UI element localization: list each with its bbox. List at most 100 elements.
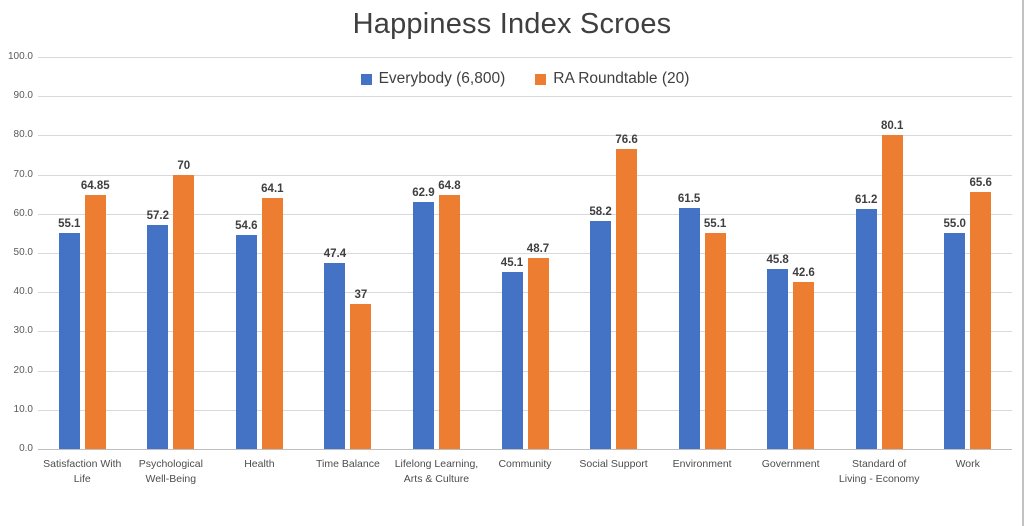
y-tick-label: 90.0	[13, 90, 33, 102]
x-category-label: Community	[498, 458, 552, 470]
category-group: 58.2 76.6	[569, 57, 658, 449]
bar-value-label: 54.6	[235, 219, 258, 232]
gridline	[38, 370, 1012, 372]
y-tick-label: 40.0	[13, 286, 33, 298]
category-group: 62.9 64.8	[392, 57, 481, 449]
bar-series-1: 47.4	[324, 248, 346, 449]
bar-series-1: 62.9	[412, 187, 435, 449]
x-category-label: Time Balance	[316, 458, 380, 470]
bar-value-label: 55.1	[58, 218, 81, 231]
bar-series-2: 64.8	[438, 180, 461, 449]
y-tick-label: 0.0	[19, 443, 33, 454]
gridline	[38, 292, 1012, 294]
bar-series-2: 64.85	[81, 180, 110, 449]
bar-series-2: 64.1	[261, 183, 284, 449]
screenshot-right-edge	[1022, 0, 1024, 526]
bar-series-2: 65.6	[970, 177, 992, 449]
gridline	[38, 253, 1012, 254]
x-category-label: Social Support	[579, 458, 648, 470]
bar-value-label: 70	[177, 159, 191, 172]
x-category-label: Environment	[672, 458, 732, 470]
bar-value-label: 65.6	[969, 176, 992, 189]
y-tick-label: 70.0	[13, 168, 33, 180]
bar-value-label: 55.1	[703, 218, 727, 231]
bar-series-1: 58.2	[589, 206, 612, 449]
legend-label: RA Roundtable (20)	[553, 70, 690, 87]
bar-series-1: 45.1	[501, 257, 523, 449]
bar-series-2: 55.1	[704, 218, 726, 449]
bar-series-1: 57.2	[147, 210, 169, 449]
category-group: 47.4 37	[304, 57, 393, 449]
bar-value-label: 48.7	[526, 243, 550, 256]
y-tick-label: 100.0	[7, 51, 33, 62]
bar-value-label: 61.5	[677, 192, 701, 205]
chart-title: Happiness Index Scroes	[352, 8, 672, 40]
x-category-label: Health	[244, 458, 275, 470]
bar-series-1: 45.8	[766, 254, 789, 449]
category-group: 55.0 65.6	[923, 57, 1012, 449]
bar-series-2: 48.7	[527, 243, 549, 449]
legend-swatch	[360, 73, 372, 85]
x-axis-labels: Satisfaction With Life Psychological Well…	[38, 457, 1012, 487]
legend: Everybody (6,800) RA Roundtable (20)	[38, 70, 1012, 88]
bar-value-label: 42.6	[792, 267, 815, 280]
category-group: 57.2 70	[127, 57, 216, 449]
legend-label: Everybody (6,800)	[378, 70, 506, 87]
bar-value-label: 47.4	[323, 248, 347, 261]
legend-item: Everybody (6,800)	[360, 70, 506, 88]
category-group: 61.5 55.1	[658, 57, 747, 449]
category-group: 45.8 42.6	[746, 57, 835, 449]
gridline	[38, 174, 1012, 176]
legend-swatch	[535, 73, 547, 85]
x-category-label: Satisfaction With Life	[43, 458, 122, 485]
y-tick-label: 50.0	[13, 247, 33, 258]
category-group: 55.1 64.85	[38, 57, 127, 449]
bar-series-1: 54.6	[235, 220, 258, 449]
y-tick-label: 10.0	[13, 403, 33, 415]
y-axis: 0.0 10.0 20.0 30.0 40.0 50.0 60.0 70.0 80.0 90.0 1…	[0, 0, 33, 526]
x-category-label: Psychological Well-Being	[138, 458, 203, 485]
bar-value-label: 55.0	[943, 218, 966, 231]
x-axis-line	[38, 449, 1012, 450]
bar-value-label: 61.2	[854, 194, 878, 207]
bar-value-label: 37	[354, 288, 368, 301]
bar-series-1: 55.0	[944, 218, 966, 449]
bar-value-label: 80.1	[880, 120, 904, 133]
bar-value-label: 45.1	[500, 257, 524, 270]
bar-series-2: 76.6	[615, 134, 638, 449]
bar-value-label: 58.2	[589, 205, 612, 218]
y-tick-label: 20.0	[13, 364, 33, 376]
x-category-label: Government	[761, 458, 820, 470]
bar-series-2: 80.1	[881, 120, 903, 449]
bar-value-label: 64.85	[80, 179, 110, 192]
gridline	[38, 409, 1012, 411]
bar-series-2: 42.6	[792, 267, 815, 449]
y-tick-label: 60.0	[13, 207, 33, 219]
x-category-label: Standard of Living - Economy	[838, 458, 920, 485]
category-group: 45.1 48.7	[481, 57, 570, 449]
x-category-label: Lifelong Learning, Arts & Culture	[394, 458, 479, 485]
bar-value-label: 64.1	[261, 182, 284, 195]
bar-value-label: 62.9	[412, 187, 435, 200]
gridline	[38, 96, 1012, 98]
gridline	[38, 213, 1012, 215]
bar-series-1: 61.2	[855, 194, 877, 449]
bar-groups: 55.1 64.85 57.2 70 54.6 64.1 47.4 37 62.9 64.8 45.…	[38, 57, 1012, 449]
bar-value-label: 57.2	[146, 209, 170, 222]
bar-value-label: 45.8	[766, 254, 789, 267]
bar-value-label: 76.6	[615, 133, 638, 146]
bar-value-label: 64.8	[438, 179, 461, 192]
gridline	[38, 135, 1012, 137]
x-category-label: Work	[955, 458, 980, 470]
legend-item: RA Roundtable (20)	[535, 70, 689, 88]
y-tick-label: 80.0	[13, 129, 33, 141]
bar-series-2: 37	[350, 289, 372, 449]
bar-series-1: 61.5	[678, 193, 700, 449]
bar-series-2: 70	[173, 160, 195, 449]
y-tick-label: 30.0	[13, 325, 33, 337]
gridline	[38, 331, 1012, 333]
category-group: 54.6 64.1	[215, 57, 304, 449]
gridline	[38, 57, 1012, 58]
category-group: 61.2 80.1	[835, 57, 924, 449]
